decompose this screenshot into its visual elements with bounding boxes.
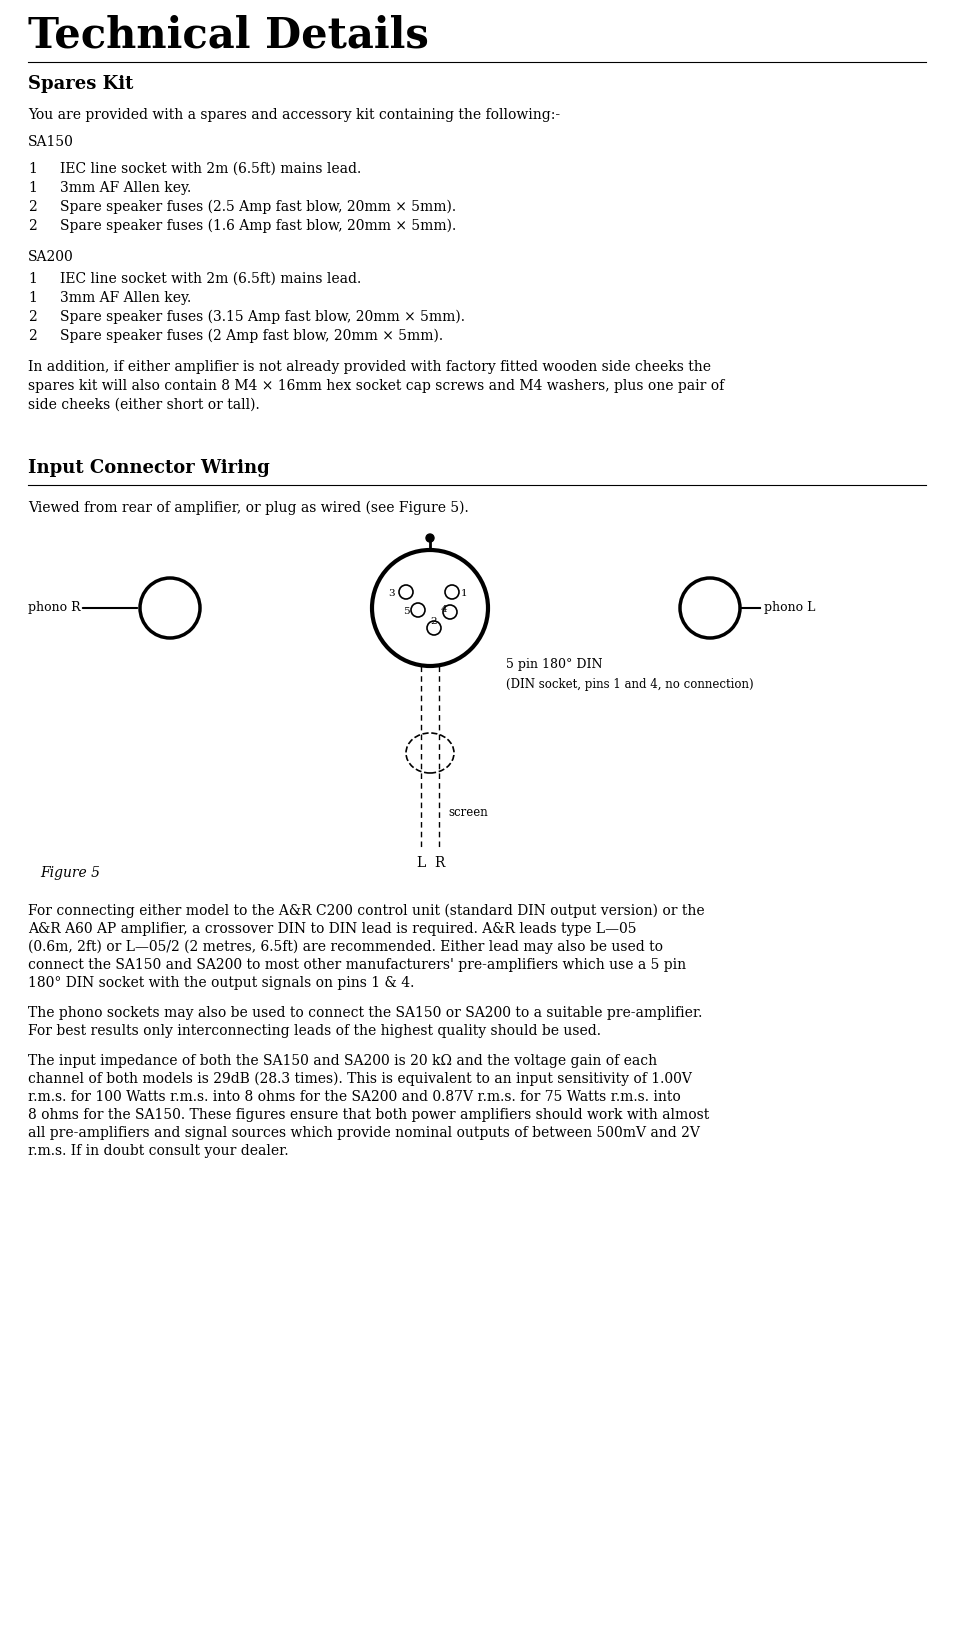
Text: L: L (416, 856, 425, 869)
Text: spares kit will also contain 8 M4 × 16mm hex socket cap screws and M4 washers, p: spares kit will also contain 8 M4 × 16mm… (28, 379, 723, 393)
Circle shape (426, 535, 434, 543)
Text: phono R: phono R (28, 601, 81, 614)
Text: 4: 4 (440, 606, 447, 614)
Text: 180° DIN socket with the output signals on pins 1 & 4.: 180° DIN socket with the output signals … (28, 977, 414, 990)
Text: 1: 1 (460, 590, 467, 598)
Text: You are provided with a spares and accessory kit containing the following:-: You are provided with a spares and acces… (28, 107, 559, 122)
Text: r.m.s. If in doubt consult your dealer.: r.m.s. If in doubt consult your dealer. (28, 1144, 289, 1159)
Text: Technical Details: Technical Details (28, 15, 429, 57)
Text: 2: 2 (28, 200, 37, 214)
Text: channel of both models is 29dB (28.3 times). This is equivalent to an input sens: channel of both models is 29dB (28.3 tim… (28, 1072, 691, 1087)
Text: 3mm AF Allen key.: 3mm AF Allen key. (60, 291, 191, 306)
Text: 8 ohms for the SA150. These figures ensure that both power amplifiers should wor: 8 ohms for the SA150. These figures ensu… (28, 1108, 708, 1121)
Text: (0.6m, 2ft) or L—05/2 (2 metres, 6.5ft) are recommended. Either lead may also be: (0.6m, 2ft) or L—05/2 (2 metres, 6.5ft) … (28, 939, 662, 954)
Text: 3mm AF Allen key.: 3mm AF Allen key. (60, 180, 191, 195)
Text: 3: 3 (388, 590, 395, 598)
Text: all pre-amplifiers and signal sources which provide nominal outputs of between 5: all pre-amplifiers and signal sources wh… (28, 1126, 700, 1141)
Text: IEC line socket with 2m (6.5ft) mains lead.: IEC line socket with 2m (6.5ft) mains le… (60, 271, 361, 286)
Text: For best results only interconnecting leads of the highest quality should be use: For best results only interconnecting le… (28, 1024, 600, 1038)
Text: R: R (434, 856, 444, 869)
Text: 1: 1 (28, 271, 37, 286)
Text: side cheeks (either short or tall).: side cheeks (either short or tall). (28, 398, 259, 413)
Text: Spares Kit: Spares Kit (28, 75, 133, 93)
Text: 2: 2 (28, 328, 37, 343)
Text: SA150: SA150 (28, 135, 73, 150)
Text: 5 pin 180° DIN: 5 pin 180° DIN (505, 658, 602, 671)
Text: 2: 2 (430, 618, 436, 627)
Text: (DIN socket, pins 1 and 4, no connection): (DIN socket, pins 1 and 4, no connection… (505, 678, 753, 691)
Text: 1: 1 (28, 162, 37, 176)
Text: r.m.s. for 100 Watts r.m.s. into 8 ohms for the SA200 and 0.87V r.m.s. for 75 Wa: r.m.s. for 100 Watts r.m.s. into 8 ohms … (28, 1090, 680, 1103)
Text: screen: screen (448, 806, 487, 819)
Text: Spare speaker fuses (1.6 Amp fast blow, 20mm × 5mm).: Spare speaker fuses (1.6 Amp fast blow, … (60, 219, 456, 234)
Text: Figure 5: Figure 5 (40, 866, 100, 881)
Text: 1: 1 (28, 291, 37, 306)
Text: The phono sockets may also be used to connect the SA150 or SA200 to a suitable p: The phono sockets may also be used to co… (28, 1006, 701, 1020)
Text: Spare speaker fuses (2.5 Amp fast blow, 20mm × 5mm).: Spare speaker fuses (2.5 Amp fast blow, … (60, 200, 456, 214)
Text: Spare speaker fuses (2 Amp fast blow, 20mm × 5mm).: Spare speaker fuses (2 Amp fast blow, 20… (60, 328, 442, 343)
Text: SA200: SA200 (28, 250, 73, 263)
Text: phono L: phono L (763, 601, 815, 614)
Text: 2: 2 (28, 310, 37, 323)
Text: The input impedance of both the SA150 and SA200 is 20 kΩ and the voltage gain of: The input impedance of both the SA150 an… (28, 1055, 657, 1068)
Text: 1: 1 (28, 180, 37, 195)
Text: 2: 2 (28, 219, 37, 232)
Text: Input Connector Wiring: Input Connector Wiring (28, 458, 270, 478)
Text: For connecting either model to the A&R C200 control unit (standard DIN output ve: For connecting either model to the A&R C… (28, 904, 704, 918)
Text: In addition, if either amplifier is not already provided with factory fitted woo: In addition, if either amplifier is not … (28, 361, 710, 374)
Text: connect the SA150 and SA200 to most other manufacturers' pre-amplifiers which us: connect the SA150 and SA200 to most othe… (28, 959, 685, 972)
Text: Spare speaker fuses (3.15 Amp fast blow, 20mm × 5mm).: Spare speaker fuses (3.15 Amp fast blow,… (60, 310, 464, 325)
Text: Viewed from rear of amplifier, or plug as wired (see Figure 5).: Viewed from rear of amplifier, or plug a… (28, 500, 468, 515)
Text: IEC line socket with 2m (6.5ft) mains lead.: IEC line socket with 2m (6.5ft) mains le… (60, 162, 361, 176)
Text: A&R A60 AP amplifier, a crossover DIN to DIN lead is required. A&R leads type L—: A&R A60 AP amplifier, a crossover DIN to… (28, 921, 636, 936)
Text: 5: 5 (402, 606, 409, 616)
